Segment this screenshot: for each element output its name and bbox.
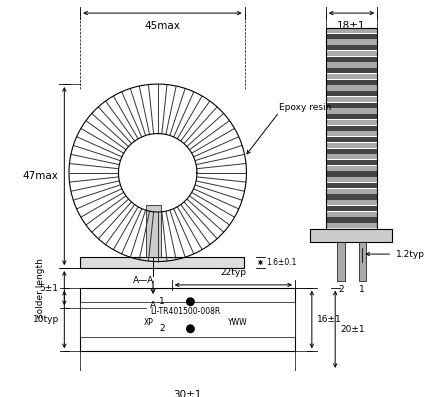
Text: XP: XP [144, 318, 153, 327]
Bar [326, 212, 377, 217]
Bar [326, 51, 377, 56]
Bar [326, 148, 377, 154]
Text: 18±1: 18±1 [337, 21, 366, 31]
Circle shape [187, 298, 194, 305]
Text: A: A [150, 301, 156, 310]
Bar [326, 172, 377, 177]
Bar [326, 68, 377, 73]
Text: 1: 1 [359, 285, 365, 294]
Bar [326, 189, 377, 194]
Bar [326, 28, 377, 33]
Text: 22typ: 22typ [221, 268, 246, 278]
Bar [326, 85, 377, 91]
Text: Epoxy resin: Epoxy resin [279, 103, 332, 112]
Text: 30±1: 30±1 [173, 390, 202, 397]
Bar [326, 28, 377, 229]
Text: LI-TR401500-008R: LI-TR401500-008R [151, 306, 221, 316]
Bar [326, 45, 377, 50]
Bar [326, 218, 377, 223]
Bar [326, 120, 377, 125]
Bar [326, 177, 377, 182]
Text: 20±1: 20±1 [341, 325, 366, 334]
Bar [326, 206, 377, 211]
Text: YWW: YWW [228, 318, 248, 327]
Bar [358, 242, 366, 281]
Bar [145, 206, 160, 257]
Bar [310, 229, 392, 242]
Bar [80, 302, 295, 337]
Bar [337, 242, 345, 281]
Circle shape [187, 325, 194, 333]
Bar [326, 160, 377, 165]
Bar [326, 166, 377, 171]
Text: 2: 2 [338, 285, 343, 294]
Bar [326, 74, 377, 79]
Bar [326, 125, 377, 131]
Bar [326, 62, 377, 67]
Text: 45max: 45max [145, 21, 180, 31]
Bar [326, 114, 377, 119]
Bar [326, 91, 377, 96]
Bar [326, 39, 377, 44]
Bar [326, 102, 377, 108]
Bar [326, 80, 377, 85]
Text: 1: 1 [160, 297, 165, 306]
Bar [326, 34, 377, 39]
Bar [80, 288, 295, 351]
Bar [326, 97, 377, 102]
Text: 1.2typ: 1.2typ [396, 250, 425, 258]
Text: 10typ: 10typ [32, 315, 59, 324]
Bar [80, 257, 244, 268]
Bar [326, 57, 377, 62]
Bar [326, 154, 377, 160]
Bar [326, 223, 377, 228]
Text: solder length: solder length [36, 258, 46, 318]
Text: A—A: A—A [133, 276, 154, 285]
Bar [326, 183, 377, 188]
Bar [326, 143, 377, 148]
Text: 16±1: 16±1 [317, 315, 342, 324]
Bar [326, 195, 377, 200]
Bar [326, 108, 377, 114]
Text: 2: 2 [160, 324, 165, 333]
Bar [326, 137, 377, 142]
Text: 1.6±0.1: 1.6±0.1 [266, 258, 297, 267]
Bar [326, 200, 377, 205]
Text: 5±1: 5±1 [40, 284, 59, 293]
Text: 47max: 47max [23, 171, 59, 181]
Bar [326, 131, 377, 137]
